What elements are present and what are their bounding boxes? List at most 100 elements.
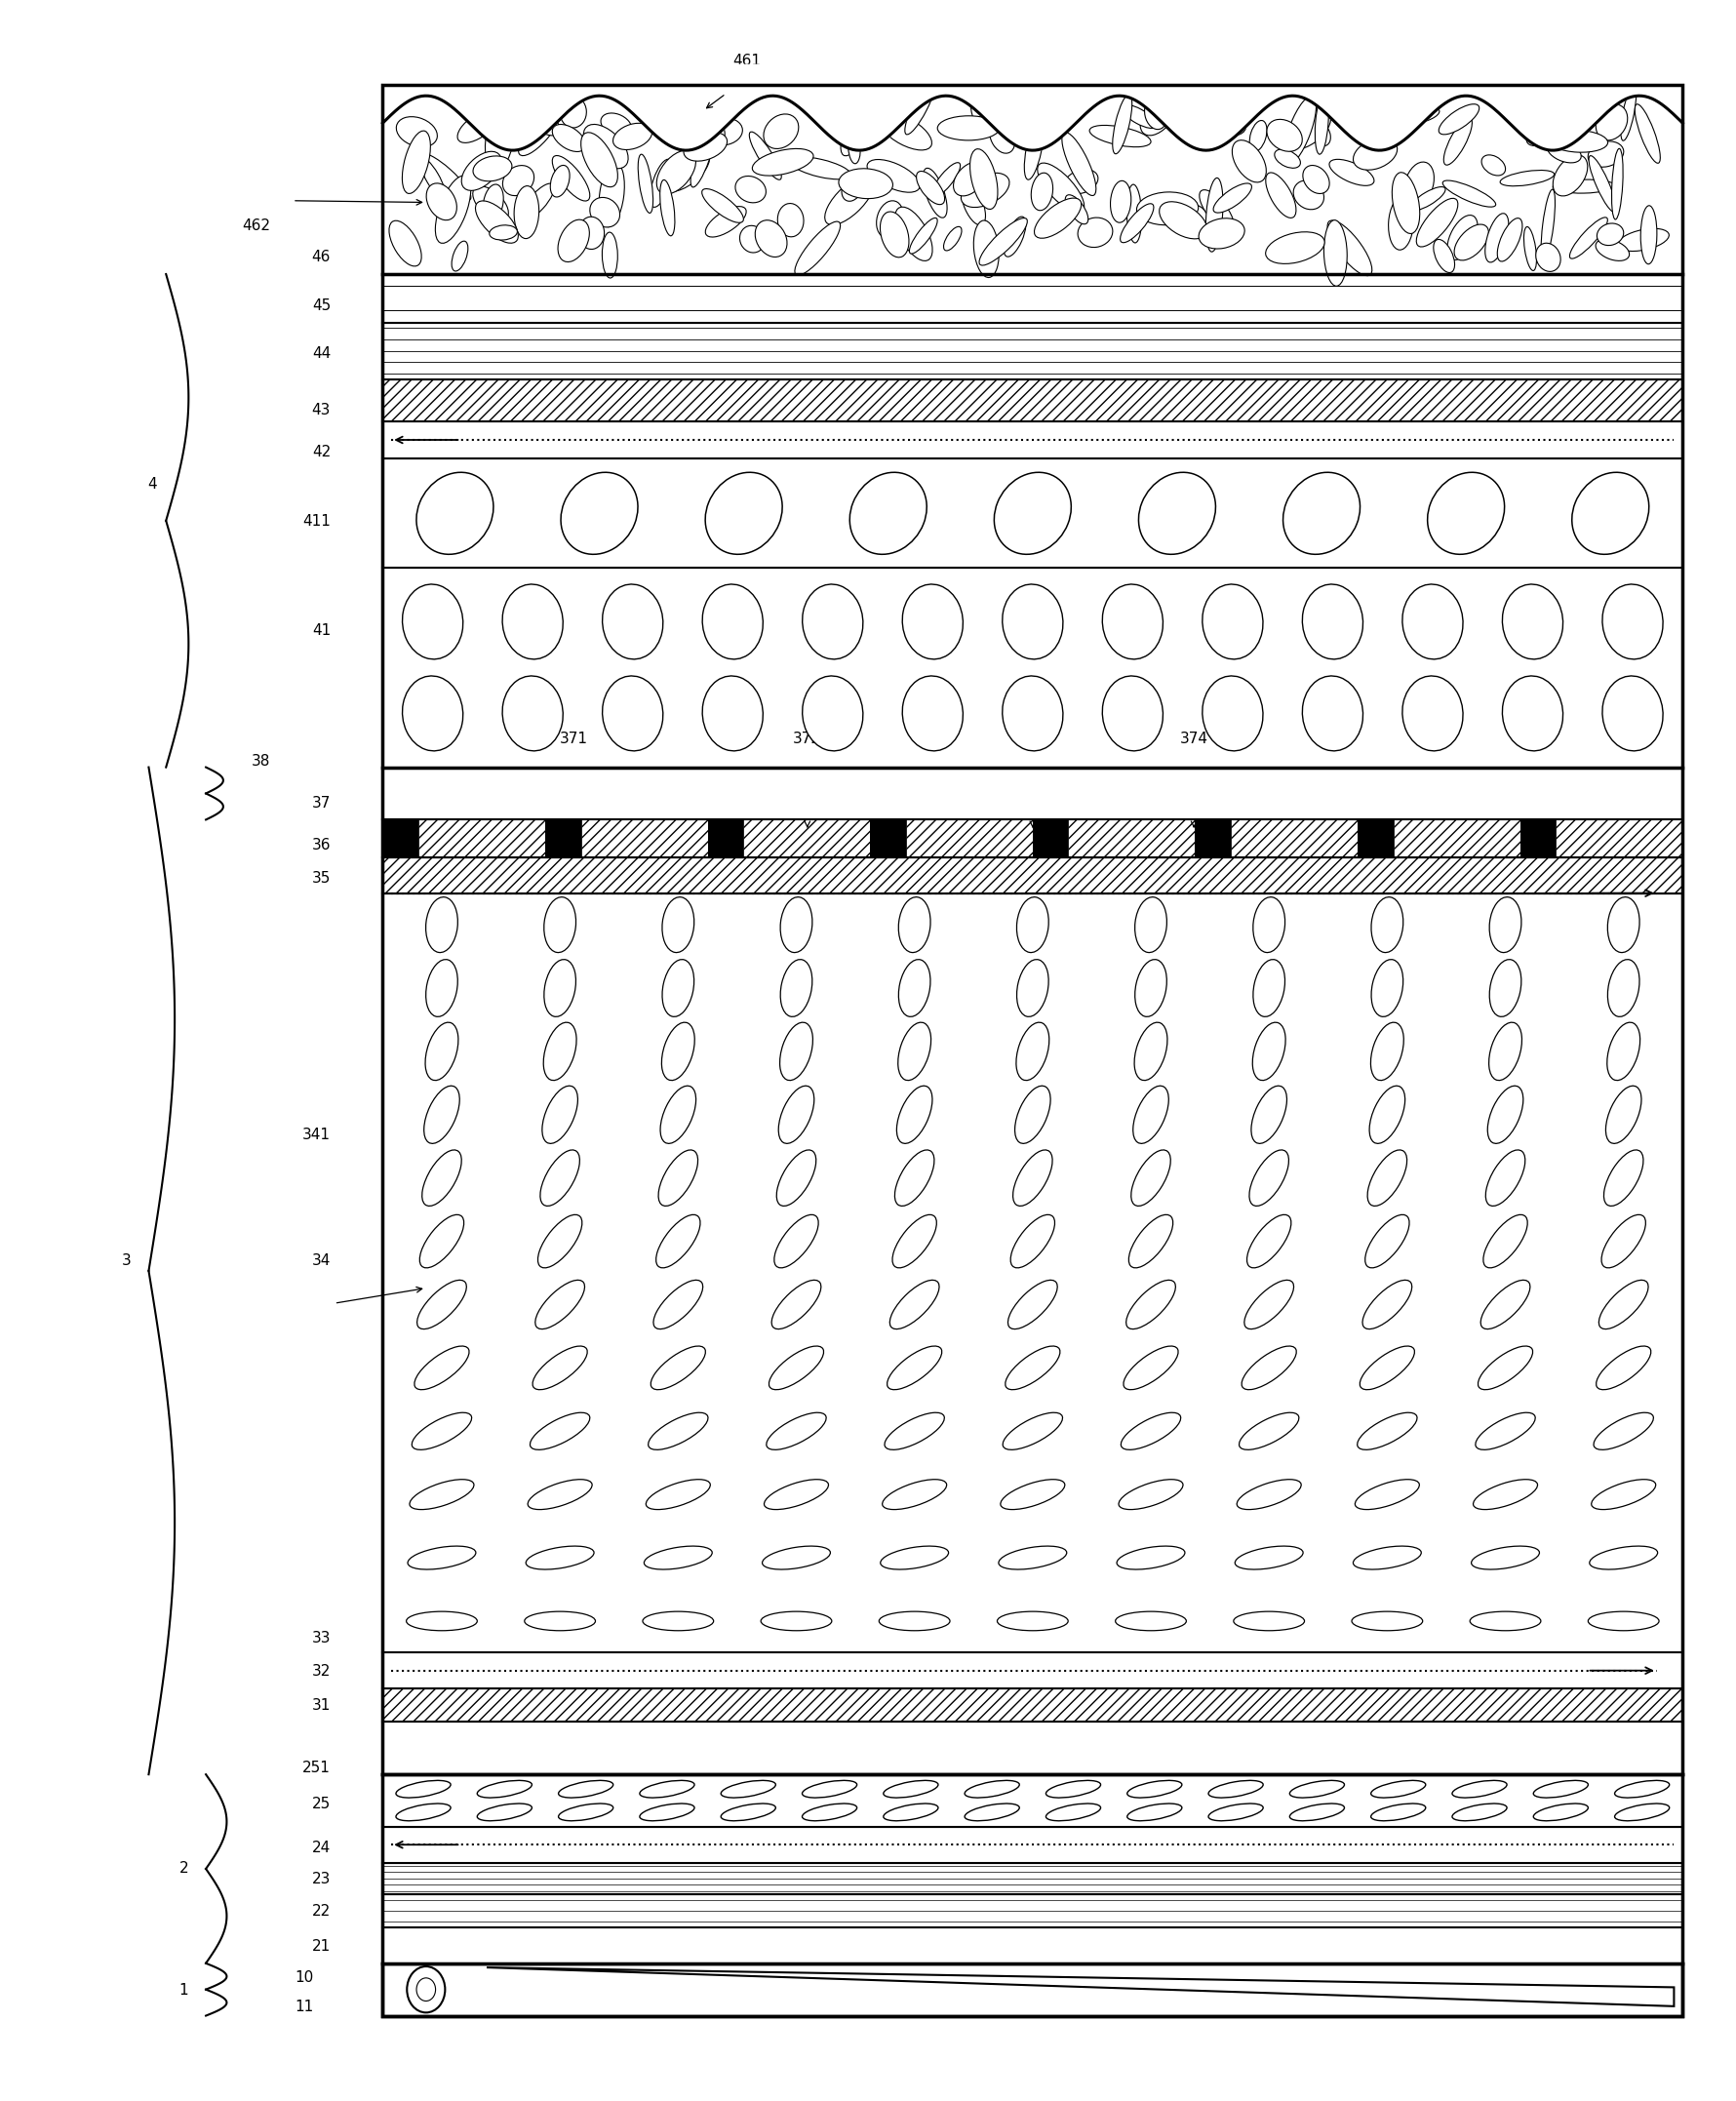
Text: 11: 11 <box>295 2000 312 2015</box>
Ellipse shape <box>646 1479 710 1509</box>
Ellipse shape <box>1521 109 1575 130</box>
Ellipse shape <box>660 1086 696 1143</box>
Ellipse shape <box>904 78 936 134</box>
Ellipse shape <box>1542 189 1555 261</box>
Ellipse shape <box>403 677 464 750</box>
Ellipse shape <box>483 185 503 221</box>
Ellipse shape <box>1127 1280 1175 1330</box>
Ellipse shape <box>415 1347 469 1389</box>
Ellipse shape <box>740 225 766 252</box>
Ellipse shape <box>1286 109 1332 149</box>
Ellipse shape <box>1371 1803 1425 1822</box>
Bar <box>382 458 1682 567</box>
Ellipse shape <box>1111 181 1132 223</box>
Ellipse shape <box>1371 1023 1404 1080</box>
Text: 31: 31 <box>312 1698 330 1712</box>
Bar <box>382 819 1682 857</box>
Ellipse shape <box>1203 584 1264 660</box>
Ellipse shape <box>898 1086 932 1143</box>
Ellipse shape <box>802 584 863 660</box>
Ellipse shape <box>639 153 653 212</box>
Ellipse shape <box>1134 1023 1167 1080</box>
Ellipse shape <box>396 1780 451 1798</box>
Ellipse shape <box>762 1546 830 1569</box>
Ellipse shape <box>924 168 948 219</box>
Ellipse shape <box>1404 162 1434 206</box>
Ellipse shape <box>502 584 562 660</box>
Ellipse shape <box>406 1611 477 1630</box>
Ellipse shape <box>1602 584 1663 660</box>
Ellipse shape <box>1592 1479 1656 1509</box>
Ellipse shape <box>411 1412 472 1450</box>
Ellipse shape <box>651 1347 705 1389</box>
Ellipse shape <box>1293 181 1325 210</box>
Ellipse shape <box>425 897 458 952</box>
Ellipse shape <box>1484 214 1509 263</box>
Ellipse shape <box>462 151 502 191</box>
Ellipse shape <box>894 1149 934 1206</box>
Ellipse shape <box>528 1479 592 1509</box>
Bar <box>382 567 1682 767</box>
Text: 1: 1 <box>179 1983 189 1998</box>
Ellipse shape <box>1392 172 1420 233</box>
Ellipse shape <box>1116 1546 1186 1569</box>
Ellipse shape <box>1489 897 1521 952</box>
Ellipse shape <box>408 1546 476 1569</box>
Ellipse shape <box>802 1780 858 1798</box>
Ellipse shape <box>1078 219 1113 248</box>
Ellipse shape <box>1427 473 1505 555</box>
Ellipse shape <box>1486 1149 1526 1206</box>
Bar <box>382 1927 1682 1962</box>
Ellipse shape <box>776 1149 816 1206</box>
Ellipse shape <box>1121 105 1156 128</box>
Text: 37: 37 <box>312 796 330 811</box>
Ellipse shape <box>1608 1023 1641 1080</box>
Ellipse shape <box>590 197 620 227</box>
Ellipse shape <box>1121 1412 1180 1450</box>
Ellipse shape <box>1472 1546 1540 1569</box>
Bar <box>1194 819 1231 857</box>
Ellipse shape <box>1234 1546 1304 1569</box>
Ellipse shape <box>884 1780 937 1798</box>
Bar <box>382 86 1682 273</box>
Ellipse shape <box>1283 473 1359 555</box>
Ellipse shape <box>1533 1803 1588 1822</box>
Ellipse shape <box>420 1214 464 1267</box>
Bar <box>545 819 582 857</box>
Ellipse shape <box>1290 1780 1344 1798</box>
Bar <box>1555 819 1682 857</box>
Ellipse shape <box>1187 101 1246 137</box>
Ellipse shape <box>552 155 590 202</box>
Ellipse shape <box>1608 960 1639 1017</box>
Bar <box>418 819 545 857</box>
Ellipse shape <box>1356 1479 1420 1509</box>
Ellipse shape <box>1641 206 1656 265</box>
Ellipse shape <box>790 158 851 179</box>
Ellipse shape <box>1443 181 1496 206</box>
Ellipse shape <box>538 1214 582 1267</box>
Ellipse shape <box>1371 897 1403 952</box>
Ellipse shape <box>1502 584 1562 660</box>
Ellipse shape <box>639 1803 694 1822</box>
Ellipse shape <box>1488 1086 1522 1143</box>
Ellipse shape <box>649 160 672 208</box>
Ellipse shape <box>878 1611 950 1630</box>
Ellipse shape <box>1141 92 1179 134</box>
Ellipse shape <box>779 897 812 952</box>
Ellipse shape <box>1128 1214 1174 1267</box>
Ellipse shape <box>472 155 512 181</box>
Text: 32: 32 <box>312 1664 330 1679</box>
Ellipse shape <box>1016 1023 1049 1080</box>
Ellipse shape <box>750 132 781 181</box>
Bar <box>382 857 1682 893</box>
Ellipse shape <box>656 1214 700 1267</box>
Ellipse shape <box>1003 1412 1062 1450</box>
Bar <box>382 420 1682 458</box>
Ellipse shape <box>880 1546 948 1569</box>
Ellipse shape <box>1470 1611 1542 1630</box>
Polygon shape <box>486 1967 1674 2006</box>
Ellipse shape <box>1588 1611 1660 1630</box>
Ellipse shape <box>660 181 675 235</box>
Ellipse shape <box>561 97 587 128</box>
Ellipse shape <box>417 1280 467 1330</box>
